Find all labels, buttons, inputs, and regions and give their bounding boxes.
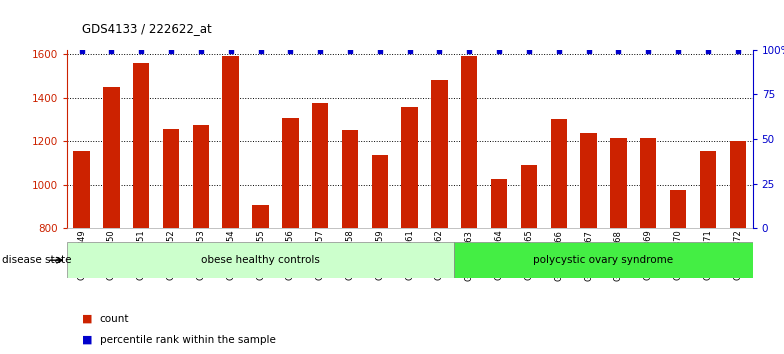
Bar bbox=[455, 242, 753, 278]
Bar bbox=[521, 165, 537, 228]
Text: polycystic ovary syndrome: polycystic ovary syndrome bbox=[533, 255, 673, 265]
Bar bbox=[193, 125, 209, 228]
Bar bbox=[461, 56, 477, 228]
Bar bbox=[163, 129, 180, 228]
Bar bbox=[699, 151, 716, 228]
Text: count: count bbox=[100, 314, 129, 324]
Bar bbox=[67, 242, 455, 278]
Text: ■: ■ bbox=[82, 335, 93, 345]
Bar bbox=[550, 119, 567, 228]
Text: percentile rank within the sample: percentile rank within the sample bbox=[100, 335, 275, 345]
Bar bbox=[610, 138, 626, 228]
Text: GDS4133 / 222622_at: GDS4133 / 222622_at bbox=[82, 22, 212, 35]
Bar bbox=[103, 87, 120, 228]
Bar bbox=[223, 56, 239, 228]
Text: obese healthy controls: obese healthy controls bbox=[201, 255, 320, 265]
Bar bbox=[252, 205, 269, 228]
Bar bbox=[670, 190, 686, 228]
Text: ■: ■ bbox=[82, 314, 93, 324]
Bar bbox=[640, 138, 656, 228]
Bar bbox=[342, 130, 358, 228]
Bar bbox=[372, 155, 388, 228]
Bar bbox=[730, 141, 746, 228]
Bar bbox=[312, 103, 328, 228]
Text: disease state: disease state bbox=[2, 255, 71, 265]
Bar bbox=[491, 179, 507, 228]
Bar bbox=[580, 133, 597, 228]
Bar bbox=[133, 63, 150, 228]
Bar bbox=[282, 118, 299, 228]
Bar bbox=[401, 107, 418, 228]
Bar bbox=[431, 80, 448, 228]
Bar bbox=[74, 151, 89, 228]
